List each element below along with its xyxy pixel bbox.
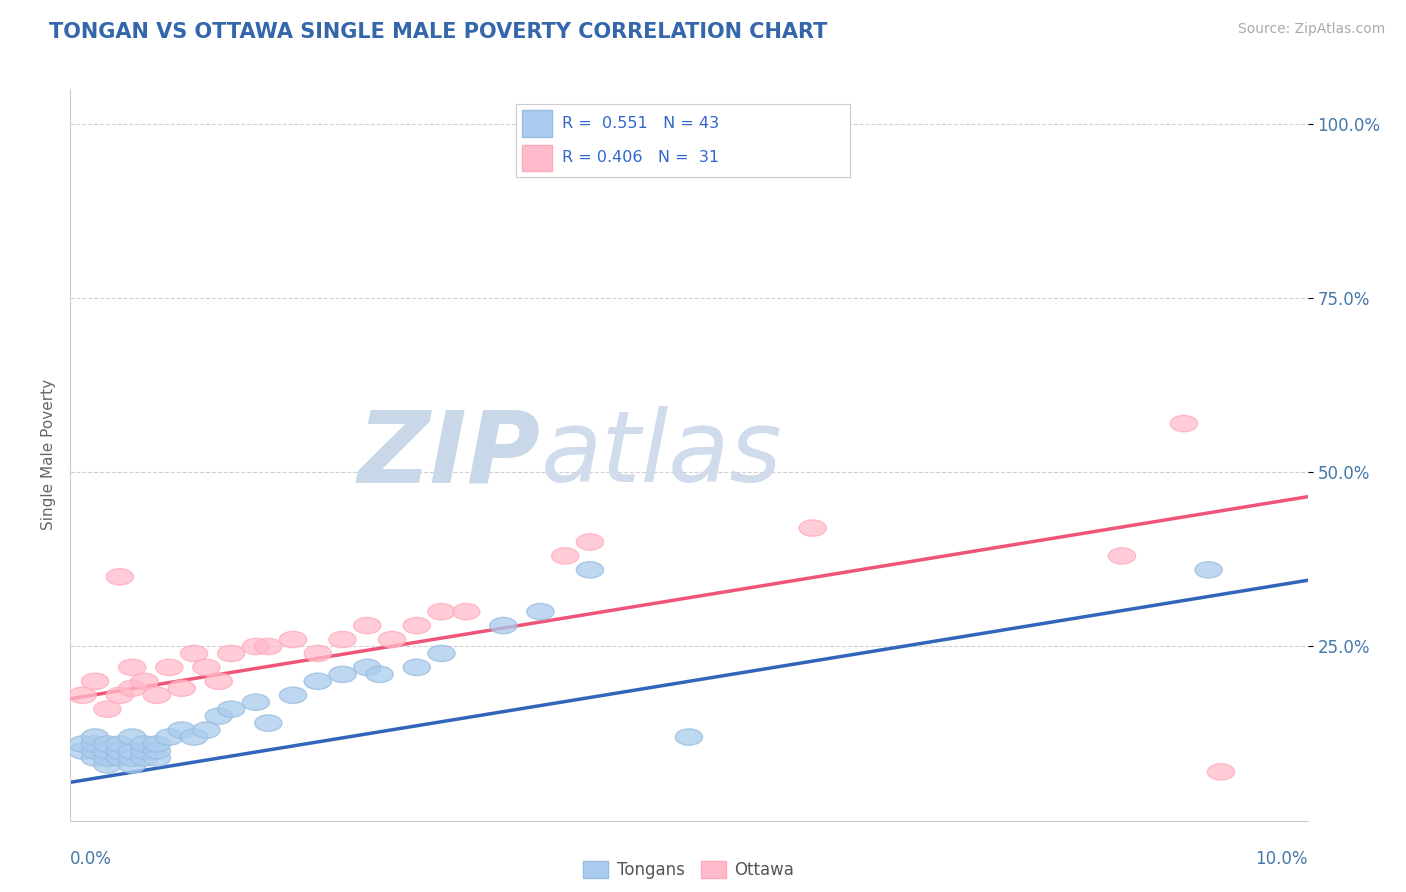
Ellipse shape bbox=[156, 729, 183, 745]
Ellipse shape bbox=[242, 639, 270, 655]
Ellipse shape bbox=[69, 736, 96, 752]
Ellipse shape bbox=[143, 687, 170, 704]
Ellipse shape bbox=[107, 743, 134, 759]
Text: ZIP: ZIP bbox=[357, 407, 540, 503]
Ellipse shape bbox=[131, 736, 157, 752]
Ellipse shape bbox=[94, 736, 121, 752]
Ellipse shape bbox=[329, 632, 356, 648]
Ellipse shape bbox=[329, 666, 356, 682]
Ellipse shape bbox=[254, 639, 281, 655]
Ellipse shape bbox=[107, 569, 134, 585]
Ellipse shape bbox=[366, 666, 394, 682]
Ellipse shape bbox=[82, 743, 108, 759]
Ellipse shape bbox=[94, 701, 121, 717]
Ellipse shape bbox=[799, 520, 827, 536]
Ellipse shape bbox=[143, 736, 170, 752]
Ellipse shape bbox=[280, 687, 307, 704]
Ellipse shape bbox=[205, 708, 232, 724]
Text: R =  0.551   N = 43: R = 0.551 N = 43 bbox=[562, 116, 720, 131]
Ellipse shape bbox=[304, 673, 332, 690]
Ellipse shape bbox=[576, 562, 603, 578]
FancyBboxPatch shape bbox=[523, 145, 553, 171]
Ellipse shape bbox=[354, 659, 381, 675]
Ellipse shape bbox=[551, 548, 579, 564]
Ellipse shape bbox=[107, 687, 134, 704]
Ellipse shape bbox=[131, 750, 157, 766]
Ellipse shape bbox=[218, 645, 245, 662]
Ellipse shape bbox=[82, 736, 108, 752]
Ellipse shape bbox=[193, 659, 219, 675]
Ellipse shape bbox=[82, 750, 108, 766]
Ellipse shape bbox=[280, 632, 307, 648]
Ellipse shape bbox=[304, 645, 332, 662]
Ellipse shape bbox=[131, 743, 157, 759]
Ellipse shape bbox=[82, 673, 108, 690]
Text: TONGAN VS OTTAWA SINGLE MALE POVERTY CORRELATION CHART: TONGAN VS OTTAWA SINGLE MALE POVERTY COR… bbox=[49, 22, 828, 42]
Ellipse shape bbox=[180, 645, 208, 662]
Y-axis label: Single Male Poverty: Single Male Poverty bbox=[41, 379, 56, 531]
Ellipse shape bbox=[118, 659, 146, 675]
Ellipse shape bbox=[143, 743, 170, 759]
Text: Source: ZipAtlas.com: Source: ZipAtlas.com bbox=[1237, 22, 1385, 37]
Ellipse shape bbox=[427, 645, 456, 662]
Ellipse shape bbox=[82, 729, 108, 745]
Ellipse shape bbox=[169, 722, 195, 739]
Ellipse shape bbox=[156, 659, 183, 675]
Ellipse shape bbox=[193, 722, 219, 739]
Ellipse shape bbox=[118, 743, 146, 759]
Ellipse shape bbox=[94, 750, 121, 766]
Ellipse shape bbox=[205, 673, 232, 690]
Ellipse shape bbox=[69, 687, 96, 704]
Ellipse shape bbox=[1195, 562, 1222, 578]
Ellipse shape bbox=[118, 680, 146, 697]
Ellipse shape bbox=[94, 743, 121, 759]
Legend: Tongans, Ottawa: Tongans, Ottawa bbox=[576, 854, 801, 886]
Ellipse shape bbox=[118, 729, 146, 745]
Ellipse shape bbox=[1208, 764, 1234, 780]
Ellipse shape bbox=[1108, 548, 1136, 564]
Ellipse shape bbox=[94, 756, 121, 773]
Ellipse shape bbox=[378, 632, 405, 648]
Ellipse shape bbox=[489, 617, 517, 633]
Text: atlas: atlas bbox=[540, 407, 782, 503]
Text: 10.0%: 10.0% bbox=[1256, 850, 1308, 868]
Ellipse shape bbox=[576, 533, 603, 550]
Ellipse shape bbox=[404, 659, 430, 675]
Ellipse shape bbox=[427, 604, 456, 620]
Ellipse shape bbox=[675, 729, 703, 745]
Ellipse shape bbox=[118, 750, 146, 766]
Ellipse shape bbox=[107, 750, 134, 766]
Ellipse shape bbox=[354, 617, 381, 633]
Ellipse shape bbox=[527, 604, 554, 620]
Ellipse shape bbox=[404, 617, 430, 633]
Ellipse shape bbox=[254, 715, 281, 731]
Ellipse shape bbox=[69, 743, 96, 759]
Ellipse shape bbox=[131, 673, 157, 690]
Ellipse shape bbox=[169, 680, 195, 697]
Ellipse shape bbox=[118, 756, 146, 773]
FancyBboxPatch shape bbox=[523, 111, 553, 136]
Ellipse shape bbox=[180, 729, 208, 745]
Ellipse shape bbox=[1170, 416, 1198, 432]
Ellipse shape bbox=[242, 694, 270, 710]
Ellipse shape bbox=[218, 701, 245, 717]
Text: 0.0%: 0.0% bbox=[70, 850, 112, 868]
Ellipse shape bbox=[143, 750, 170, 766]
Ellipse shape bbox=[453, 604, 479, 620]
Ellipse shape bbox=[107, 736, 134, 752]
Text: R = 0.406   N =  31: R = 0.406 N = 31 bbox=[562, 151, 720, 165]
